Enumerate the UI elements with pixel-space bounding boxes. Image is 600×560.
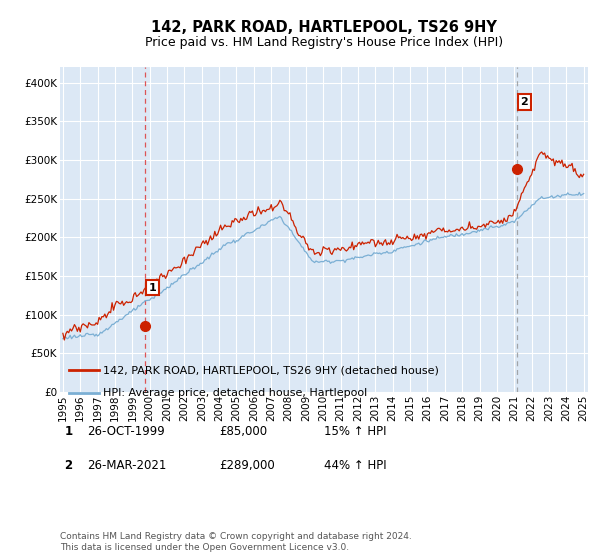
Text: 142, PARK ROAD, HARTLEPOOL, TS26 9HY (detached house): 142, PARK ROAD, HARTLEPOOL, TS26 9HY (de…	[103, 365, 439, 375]
Text: 15% ↑ HPI: 15% ↑ HPI	[324, 425, 386, 438]
Text: 26-OCT-1999: 26-OCT-1999	[87, 425, 165, 438]
Text: £289,000: £289,000	[219, 459, 275, 472]
Text: 26-MAR-2021: 26-MAR-2021	[87, 459, 166, 472]
Text: 44% ↑ HPI: 44% ↑ HPI	[324, 459, 386, 472]
Text: HPI: Average price, detached house, Hartlepool: HPI: Average price, detached house, Hart…	[103, 388, 367, 398]
Text: Contains HM Land Registry data © Crown copyright and database right 2024.
This d: Contains HM Land Registry data © Crown c…	[60, 532, 412, 552]
Text: 1: 1	[149, 283, 157, 293]
Text: Price paid vs. HM Land Registry's House Price Index (HPI): Price paid vs. HM Land Registry's House …	[145, 36, 503, 49]
Text: 142, PARK ROAD, HARTLEPOOL, TS26 9HY: 142, PARK ROAD, HARTLEPOOL, TS26 9HY	[151, 20, 497, 35]
Text: 2: 2	[64, 459, 73, 472]
Text: £85,000: £85,000	[219, 425, 267, 438]
Text: 2: 2	[520, 97, 528, 107]
Text: 1: 1	[64, 425, 73, 438]
